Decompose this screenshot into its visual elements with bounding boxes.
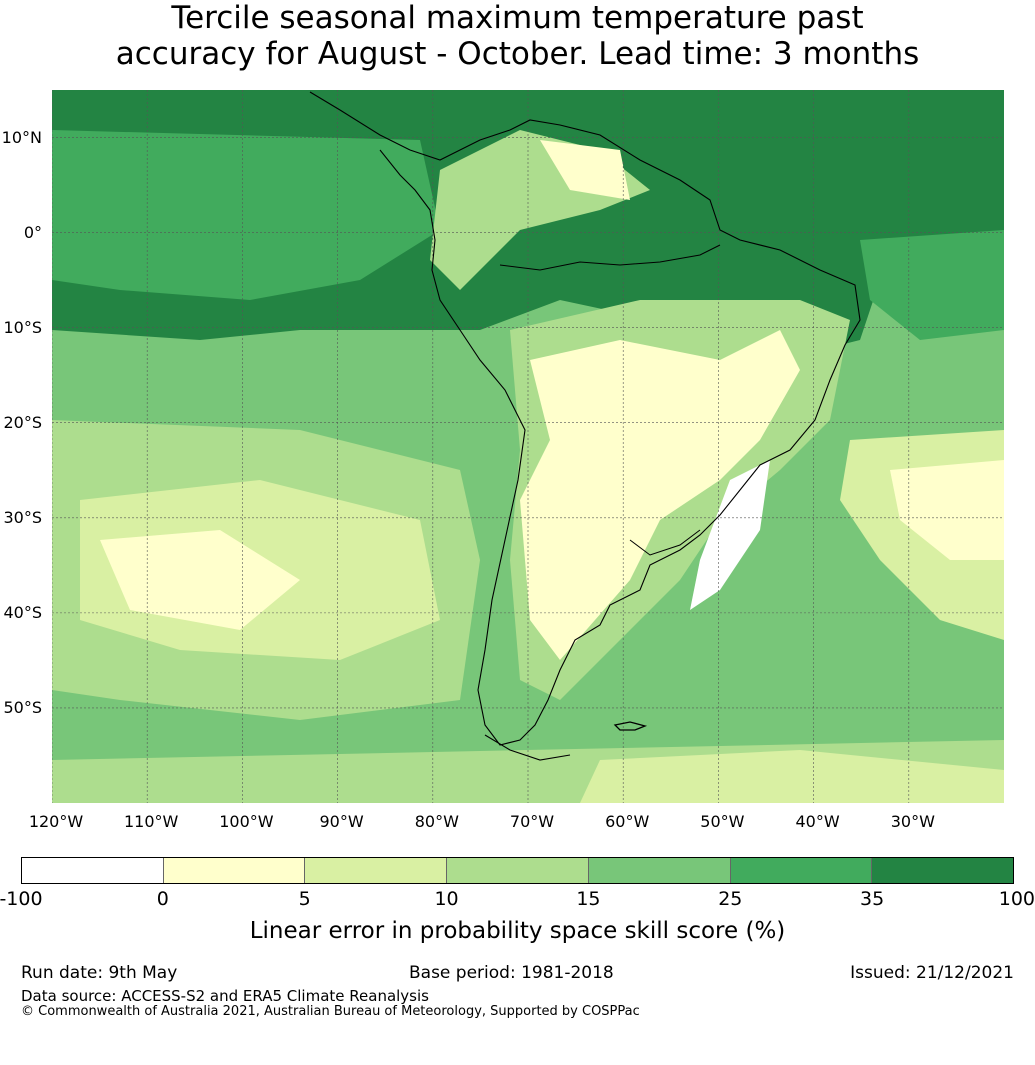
colorbar-segment	[22, 858, 163, 883]
lat-tick-label: 30°S	[3, 507, 42, 527]
colorbar-segment	[304, 858, 447, 883]
data-source: Data source: ACCESS-S2 and ERA5 Climate …	[21, 987, 429, 1005]
falkland-islands	[613, 721, 648, 731]
colorbar-segment	[587, 858, 730, 883]
lon-tick-label: 70°W	[509, 812, 555, 831]
lon-tick-label: 30°W	[890, 812, 935, 831]
lon-tick-label: 60°W	[605, 812, 650, 831]
base-period: Base period: 1981-2018	[409, 963, 614, 983]
colorbar-segment	[162, 858, 305, 883]
lat-tick-label: 10°S	[3, 317, 42, 337]
skill-region-pale-caribbean	[540, 140, 630, 200]
lon-tick-label: 90°W	[319, 812, 364, 831]
lon-tick-label: 80°W	[414, 812, 459, 831]
colorbar	[21, 857, 1014, 884]
skill-region-atlantic-pale	[890, 460, 1004, 560]
skill-region-mid-north	[52, 130, 440, 300]
lat-tick-label: 10°N	[1, 127, 42, 147]
map-field	[52, 90, 1004, 803]
lon-tick-label: 120°W	[28, 812, 84, 831]
colorbar-segment	[871, 858, 1014, 883]
lat-tick-label: 50°S	[3, 697, 42, 717]
lat-tick-label: 40°S	[3, 602, 42, 622]
run-date: Run date: 9th May	[21, 963, 178, 983]
copyright: © Commonwealth of Australia 2021, Austra…	[21, 1004, 640, 1019]
amazon-river	[499, 244, 721, 271]
skill-score-map	[52, 90, 1004, 803]
colorbar-tick-label: -100	[0, 888, 43, 910]
coastline	[309, 91, 861, 746]
skill-region-mid-east	[860, 230, 1004, 340]
title-line-1: Tercile seasonal maximum temperature pas…	[171, 0, 864, 36]
colorbar-segment	[729, 858, 872, 883]
lon-tick-label: 40°W	[795, 812, 840, 831]
lat-tick-label: 20°S	[3, 412, 42, 432]
colorbar-segment	[446, 858, 588, 883]
colorbar-tick-label: 35	[860, 888, 885, 910]
colorbar-tick-label: 10	[434, 888, 459, 910]
map-title: Tercile seasonal maximum temperature pas…	[0, 0, 1035, 72]
southern-tip	[484, 734, 571, 761]
skill-region-pale-interior	[520, 330, 800, 660]
colorbar-tick-label: 15	[576, 888, 601, 910]
skill-region-pacific-paler	[100, 530, 300, 630]
lon-tick-label: 100°W	[219, 812, 274, 831]
rio-de-la-plata	[629, 529, 701, 556]
skill-region-white-coast	[690, 460, 770, 610]
colorbar-tick-label: 25	[718, 888, 743, 910]
issued-date: Issued: 21/12/2021	[850, 963, 1014, 983]
colorbar-tick-label: 100	[998, 888, 1035, 910]
colorbar-tick-label: 5	[298, 888, 311, 910]
colorbar-tick-label: 0	[156, 888, 169, 910]
lat-tick-label: 0°	[23, 222, 42, 242]
title-line-2: accuracy for August - October. Lead time…	[115, 36, 920, 72]
lon-tick-label: 50°W	[700, 812, 745, 831]
gridlines	[52, 90, 1004, 803]
lon-tick-label: 110°W	[124, 812, 179, 831]
colorbar-label: Linear error in probability space skill …	[249, 918, 786, 944]
skill-region-south-pale	[580, 750, 1004, 803]
